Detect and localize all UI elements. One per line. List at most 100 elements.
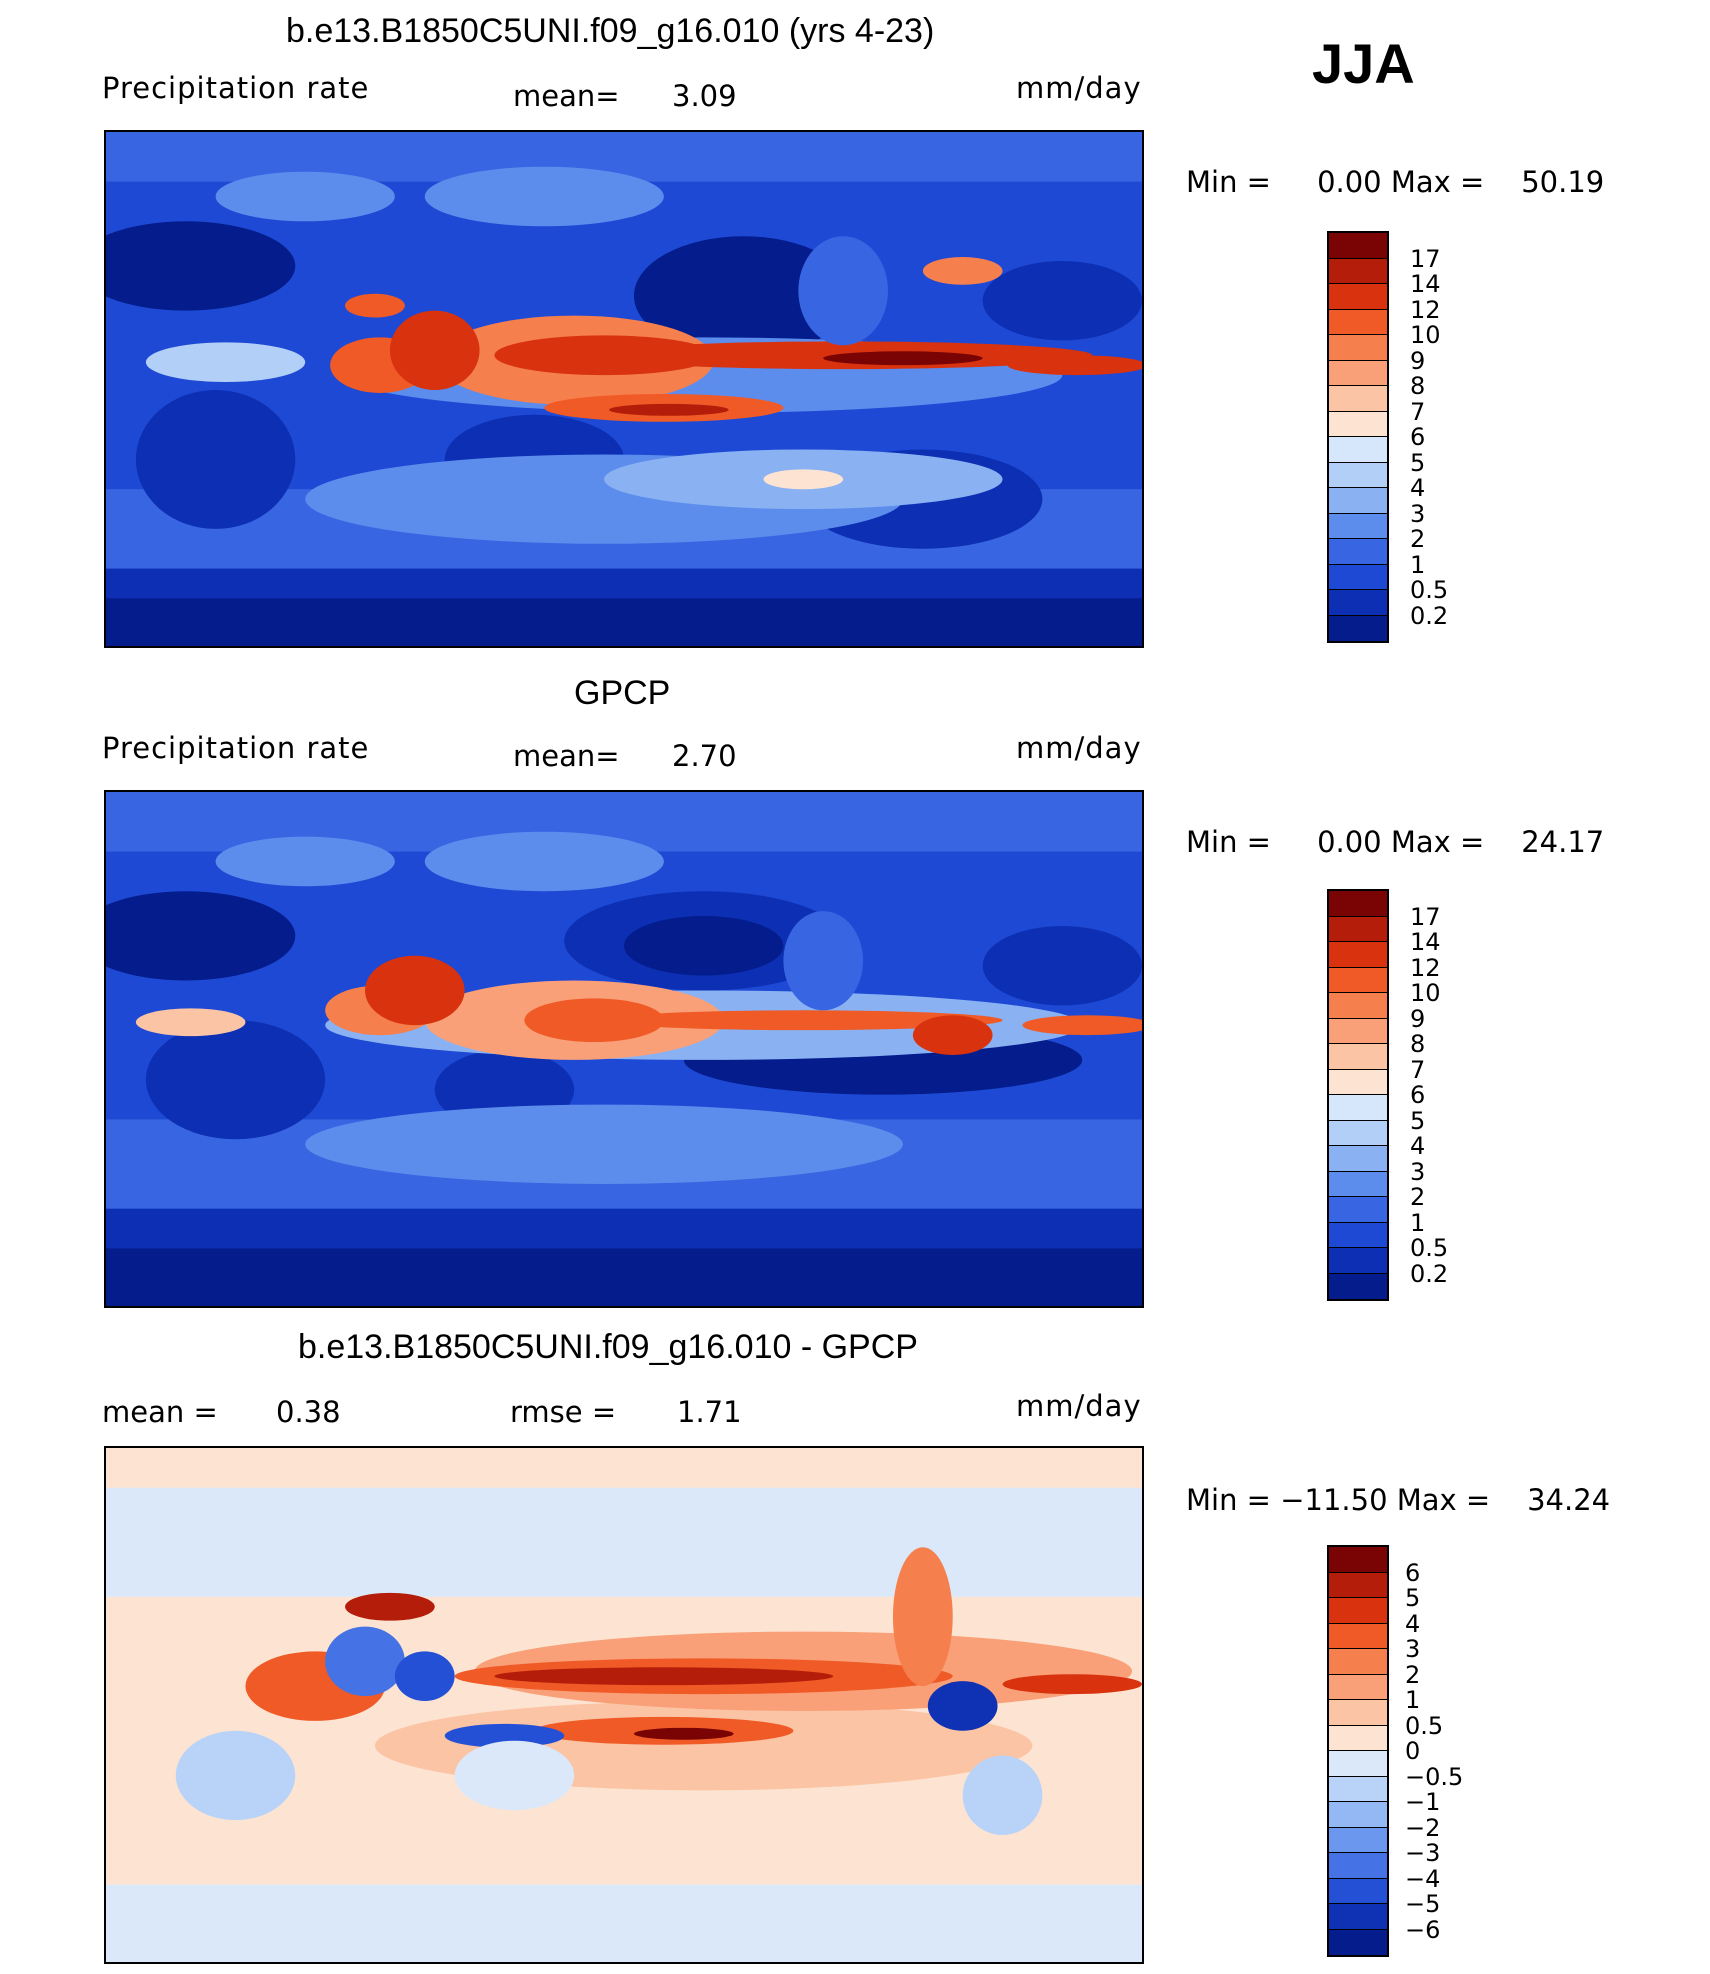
- colorbar-swatch: [1329, 1700, 1387, 1726]
- colorbar-tick-label: 9: [1410, 346, 1426, 375]
- colorbar-swatch: [1329, 1878, 1387, 1904]
- colorbar-swatch: [1329, 539, 1387, 565]
- colorbar-tick-label: 0.5: [1410, 1234, 1449, 1262]
- colorbar-swatch: [1329, 1095, 1387, 1121]
- colorbar-swatch: [1329, 891, 1387, 917]
- colorbar-swatch: [1329, 1751, 1387, 1777]
- colorbar-tick-label: 12: [1410, 953, 1441, 982]
- colorbar-swatch: [1329, 360, 1387, 386]
- colorbar-tick-label: 14: [1410, 928, 1441, 956]
- colorbar-tick-label: 6: [1410, 1081, 1426, 1109]
- colorbar-swatch: [1329, 1197, 1387, 1223]
- colorbar-swatch: [1329, 1929, 1387, 1955]
- colorbar-swatch: [1329, 386, 1387, 412]
- colorbar-tick-label: 4: [1410, 1132, 1426, 1160]
- colorbar-swatch: [1329, 615, 1387, 641]
- rmse-value-diff: 1.71: [677, 1395, 742, 1429]
- colorbar-swatch: [1329, 1146, 1387, 1172]
- colorbar-tick-label: −2: [1405, 1813, 1441, 1842]
- colorbar-swatch: [1329, 1248, 1387, 1274]
- colorbar-swatch: [1329, 1649, 1387, 1675]
- colorbar-tick-label: 10: [1410, 979, 1441, 1007]
- colorbar-swatch: [1329, 967, 1387, 993]
- colorbar-obs: [1327, 889, 1389, 1301]
- mean-label-model: mean=: [513, 79, 620, 113]
- colorbar-tick-label: 3: [1410, 499, 1426, 528]
- units-label-model: mm/day: [1016, 71, 1142, 105]
- colorbar-tick-label: −1: [1405, 1788, 1441, 1816]
- colorbar-swatch: [1329, 1674, 1387, 1700]
- colorbar-swatch: [1329, 942, 1387, 968]
- colorbar-tick-label: 6: [1405, 1558, 1421, 1587]
- units-label-diff: mm/day: [1016, 1389, 1142, 1423]
- precip-map-obs-svg: [106, 792, 1142, 1306]
- colorbar-tick-label: 1: [1410, 550, 1426, 579]
- colorbar-swatch: [1329, 335, 1387, 361]
- mean-value-obs: 2.70: [672, 739, 737, 773]
- colorbar-swatch: [1329, 1802, 1387, 1828]
- colorbar-tick-label: 0.2: [1410, 601, 1449, 630]
- colorbar-swatch: [1329, 1776, 1387, 1802]
- colorbar-tick-label: −6: [1405, 1915, 1441, 1944]
- colorbar-swatch: [1329, 411, 1387, 437]
- mean-value-diff: 0.38: [276, 1395, 341, 1429]
- colorbar-tick-label: 14: [1410, 270, 1441, 298]
- colorbar-swatch: [1329, 1623, 1387, 1649]
- season-label: JJA: [1312, 32, 1415, 95]
- colorbar-tick-label: 17: [1410, 902, 1441, 931]
- precip-map-diff: [104, 1446, 1144, 1964]
- colorbar-tick-label: 10: [1410, 321, 1441, 349]
- colorbar-tick-label: −5: [1405, 1890, 1441, 1918]
- precip-map-model: [104, 130, 1144, 648]
- colorbar-tick-label: 8: [1410, 1030, 1426, 1058]
- colorbar-tick-label: 7: [1410, 397, 1426, 426]
- precip-map-model-svg: [106, 132, 1142, 646]
- colorbar-tick-label: 1: [1405, 1686, 1421, 1714]
- colorbar-swatch: [1329, 993, 1387, 1019]
- colorbar-tick-label: 17: [1410, 244, 1441, 273]
- colorbar-tick-label: 2: [1405, 1660, 1421, 1689]
- colorbar-tick-label: 2: [1410, 1183, 1426, 1211]
- panel-title-model: b.e13.B1850C5UNI.f09_g16.010 (yrs 4-23): [286, 12, 935, 50]
- colorbar-model: [1327, 231, 1389, 643]
- colorbar-tick-label: 8: [1410, 372, 1426, 400]
- mean-value-model: 3.09: [672, 79, 737, 113]
- colorbar-tick-label: 7: [1410, 1055, 1426, 1084]
- colorbar-swatch: [1329, 1853, 1387, 1879]
- colorbar-tick-label: 5: [1410, 448, 1426, 477]
- colorbar-tick-label: 2: [1410, 525, 1426, 553]
- units-label-obs: mm/day: [1016, 731, 1142, 765]
- mean-label-obs: mean=: [513, 739, 620, 773]
- colorbar-tick-label: 4: [1410, 474, 1426, 502]
- colorbar-tick-label: 5: [1410, 1106, 1426, 1135]
- colorbar-swatch: [1329, 1827, 1387, 1853]
- colorbar-swatch: [1329, 1725, 1387, 1751]
- minmax-label-diff: Min = −11.50 Max = 34.24: [1186, 1483, 1611, 1517]
- variable-label-model: Precipitation rate: [102, 71, 370, 105]
- colorbar-swatch: [1329, 258, 1387, 284]
- colorbar-tick-label: −0.5: [1405, 1762, 1464, 1791]
- colorbar-tick-label: 6: [1410, 423, 1426, 451]
- precip-map-obs: [104, 790, 1144, 1308]
- colorbar-swatch: [1329, 462, 1387, 488]
- colorbar-tick-label: 9: [1410, 1004, 1426, 1033]
- colorbar-swatch: [1329, 488, 1387, 514]
- colorbar-tick-label: 0.5: [1405, 1711, 1444, 1740]
- colorbar-tick-label: 3: [1405, 1635, 1421, 1663]
- colorbar-swatch: [1329, 916, 1387, 942]
- panel-title-obs: GPCP: [574, 674, 671, 712]
- colorbar-swatch: [1329, 590, 1387, 616]
- mean-label-diff: mean =: [102, 1395, 218, 1429]
- colorbar-tick-label: 0.5: [1410, 576, 1449, 604]
- colorbar-swatch: [1329, 1069, 1387, 1095]
- colorbar-diff: [1327, 1545, 1389, 1957]
- precip-map-diff-svg: [106, 1448, 1142, 1962]
- colorbar-swatch: [1329, 1222, 1387, 1248]
- colorbar-swatch: [1329, 233, 1387, 259]
- colorbar-swatch: [1329, 1547, 1387, 1573]
- rmse-label-diff: rmse =: [510, 1395, 617, 1429]
- colorbar-swatch: [1329, 309, 1387, 335]
- colorbar-swatch: [1329, 564, 1387, 590]
- colorbar-swatch: [1329, 1572, 1387, 1598]
- colorbar-swatch: [1329, 1171, 1387, 1197]
